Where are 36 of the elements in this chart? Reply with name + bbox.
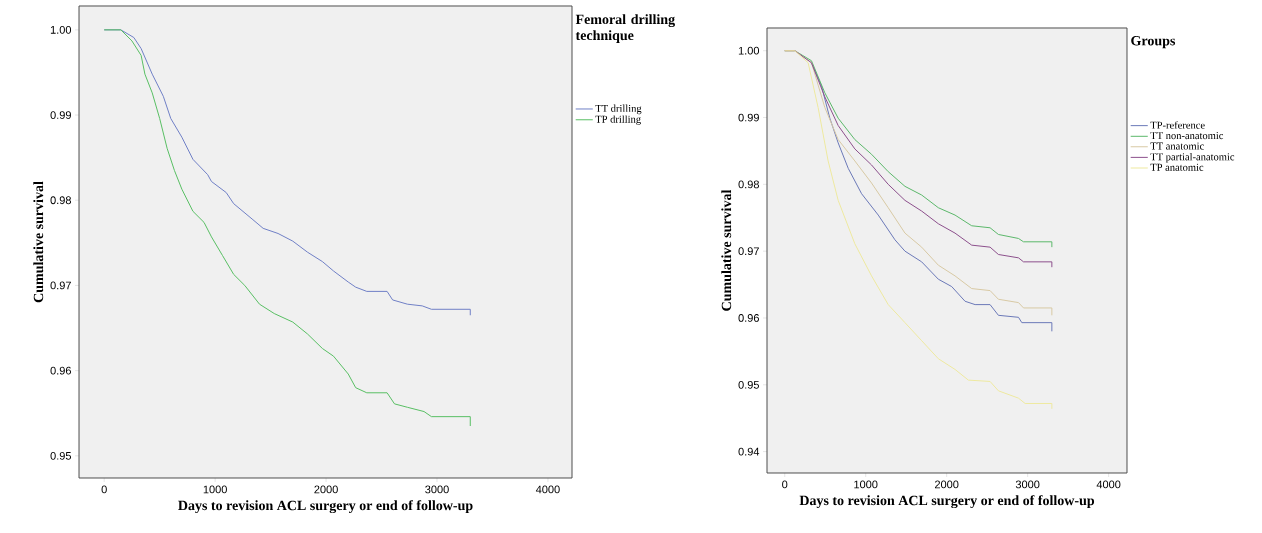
x-tick-label: 0 — [782, 480, 788, 489]
y-tick-label: 0.98 — [738, 180, 759, 189]
x-tick-label: 2000 — [314, 485, 338, 494]
legend-label: TP-reference — [1150, 121, 1205, 129]
x-tick-label: 3000 — [425, 485, 449, 494]
legend-label: TT drilling — [595, 104, 642, 115]
y-tick-label: 0.99 — [50, 111, 71, 119]
y-axis-title: Cumulative survival — [33, 181, 44, 303]
y-tick-label: 0.96 — [50, 366, 71, 375]
y-axis-title: Cumulative survival — [721, 189, 732, 311]
y-tick-label: 0.98 — [50, 196, 71, 205]
y-tick-label: 0.95 — [50, 451, 72, 460]
y-tick-label: 0.97 — [738, 247, 759, 256]
y-tick-label: 0.99 — [738, 113, 759, 122]
y-tick-label: 1.00 — [738, 46, 760, 55]
x-tick-label: 4000 — [535, 485, 560, 494]
y-tick-label: 1.00 — [50, 25, 72, 34]
legend-label: TP anatomic — [1150, 163, 1204, 171]
x-tick-label: 2000 — [934, 480, 959, 489]
x-axis-title: Days to revision ACL surgery or end of follow-up — [178, 500, 473, 514]
x-tick-label: 3000 — [1015, 480, 1040, 489]
y-tick-label: 0.96 — [738, 314, 759, 322]
legend-label: TP drilling — [595, 115, 641, 125]
y-tick-label: 0.94 — [738, 447, 760, 456]
x-tick-label: 4000 — [1096, 480, 1121, 489]
legend-label: TT non-anatomic — [1150, 132, 1224, 140]
legend-label: TT anatomic — [1150, 142, 1204, 150]
y-tick-label: 0.95 — [738, 380, 759, 389]
legend-label: TT partial-anatomic — [1150, 153, 1235, 163]
y-tick-label: 0.97 — [50, 281, 71, 290]
legend-title: Groups — [1131, 35, 1176, 49]
x-tick-label: 1000 — [203, 485, 227, 494]
x-tick-label: 0 — [101, 485, 107, 494]
x-tick-label: 1000 — [854, 480, 878, 489]
x-axis-title: Days to revision ACL surgery or end of follow-up — [799, 495, 1095, 509]
legend-title: Femoral drilling technique — [575, 14, 675, 43]
